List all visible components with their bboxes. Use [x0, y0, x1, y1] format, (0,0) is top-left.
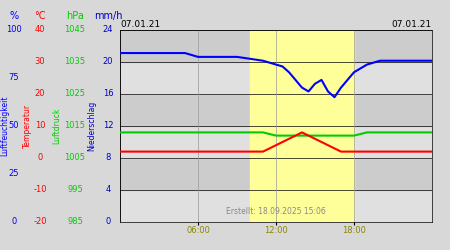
Text: 75: 75 [9, 74, 19, 82]
Text: -10: -10 [33, 186, 47, 194]
Text: 1025: 1025 [64, 90, 86, 98]
Text: 20: 20 [35, 90, 45, 98]
Text: Luftfeuchtigkeit: Luftfeuchtigkeit [0, 96, 9, 156]
Text: 995: 995 [67, 186, 83, 194]
Text: 8: 8 [105, 154, 111, 162]
Text: 1045: 1045 [64, 26, 86, 35]
Text: 10: 10 [35, 122, 45, 130]
Text: 100: 100 [6, 26, 22, 35]
Text: 1015: 1015 [64, 122, 86, 130]
Text: Temperatur: Temperatur [22, 104, 32, 148]
Text: 985: 985 [67, 218, 83, 226]
Text: Niederschlag: Niederschlag [87, 101, 96, 151]
Text: °C: °C [34, 11, 46, 21]
Text: mm/h: mm/h [94, 11, 122, 21]
Text: 40: 40 [35, 26, 45, 35]
Text: Erstellt: 18.09.2025 15:06: Erstellt: 18.09.2025 15:06 [226, 206, 326, 216]
Text: 24: 24 [103, 26, 113, 35]
Text: %: % [9, 11, 18, 21]
Text: 16: 16 [103, 90, 113, 98]
Text: 20: 20 [103, 58, 113, 66]
Text: 1005: 1005 [64, 154, 86, 162]
Text: 12: 12 [103, 122, 113, 130]
Bar [250, 30, 354, 222]
Text: 07.01.21: 07.01.21 [120, 20, 160, 29]
Bar [120, 94, 432, 126]
Text: 1035: 1035 [64, 58, 86, 66]
Text: 0: 0 [11, 218, 17, 226]
Bar [120, 30, 432, 62]
Text: -20: -20 [33, 218, 47, 226]
Text: 50: 50 [9, 122, 19, 130]
Bar [120, 62, 432, 94]
Bar [120, 190, 432, 222]
Text: Luftdruck: Luftdruck [53, 108, 62, 144]
Text: 4: 4 [105, 186, 111, 194]
Text: 0: 0 [37, 154, 43, 162]
Bar [120, 158, 432, 190]
Bar [120, 126, 432, 158]
Text: 30: 30 [35, 58, 45, 66]
Text: 07.01.21: 07.01.21 [392, 20, 432, 29]
Text: hPa: hPa [66, 11, 84, 21]
Text: 0: 0 [105, 218, 111, 226]
Text: 25: 25 [9, 170, 19, 178]
